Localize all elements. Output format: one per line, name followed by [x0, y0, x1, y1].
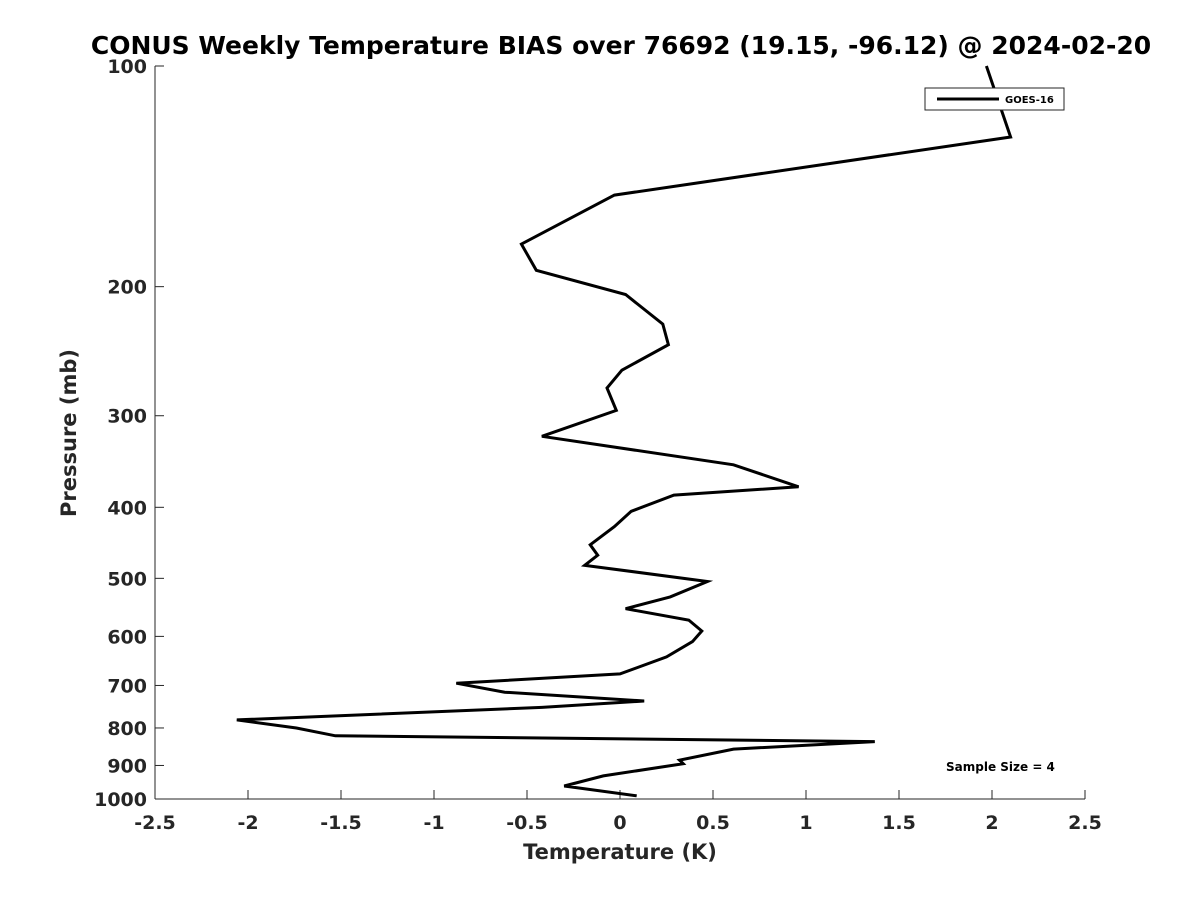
legend: GOES-16 [924, 87, 1065, 111]
x-tick-label: -2 [237, 812, 258, 834]
y-tick-label: 900 [107, 755, 147, 777]
x-tick-label: 2.5 [1068, 812, 1102, 834]
x-axis-ticks: -2.5 -2 -1.5 -1 -0.5 0 0.5 1 1.5 2 2.5 [134, 790, 1102, 834]
y-tick-label: 800 [107, 718, 147, 740]
y-tick-label: 700 [107, 675, 147, 697]
y-tick-label: 400 [107, 497, 147, 519]
x-axis-label: Temperature (K) [523, 840, 717, 864]
x-tick-label: 1 [799, 812, 812, 834]
y-axis-label: Pressure (mb) [57, 349, 81, 517]
x-tick-label: 0.5 [696, 812, 730, 834]
y-tick-label: 1000 [94, 789, 147, 811]
y-tick-label: 100 [107, 56, 147, 78]
y-tick-label: 600 [107, 626, 147, 648]
y-axis-ticks: 100 200 300 400 500 600 700 800 900 1000 [94, 56, 164, 811]
y-tick-label: 500 [107, 568, 147, 590]
x-tick-label: -1 [423, 812, 444, 834]
y-tick-label: 300 [107, 406, 147, 428]
sample-size-annotation: Sample Size = 4 [946, 760, 1055, 774]
x-tick-label: 0 [613, 812, 626, 834]
y-tick-label: 200 [107, 277, 147, 299]
x-tick-label: 1.5 [882, 812, 916, 834]
x-tick-label: -0.5 [506, 812, 548, 834]
series-line-goes-16 [236, 65, 1013, 798]
legend-label-goes-16: GOES-16 [1005, 95, 1054, 106]
chart-title: CONUS Weekly Temperature BIAS over 76692… [91, 31, 1151, 60]
x-tick-label: 2 [985, 812, 998, 834]
x-tick-label: -2.5 [134, 812, 176, 834]
x-tick-label: -1.5 [320, 812, 362, 834]
